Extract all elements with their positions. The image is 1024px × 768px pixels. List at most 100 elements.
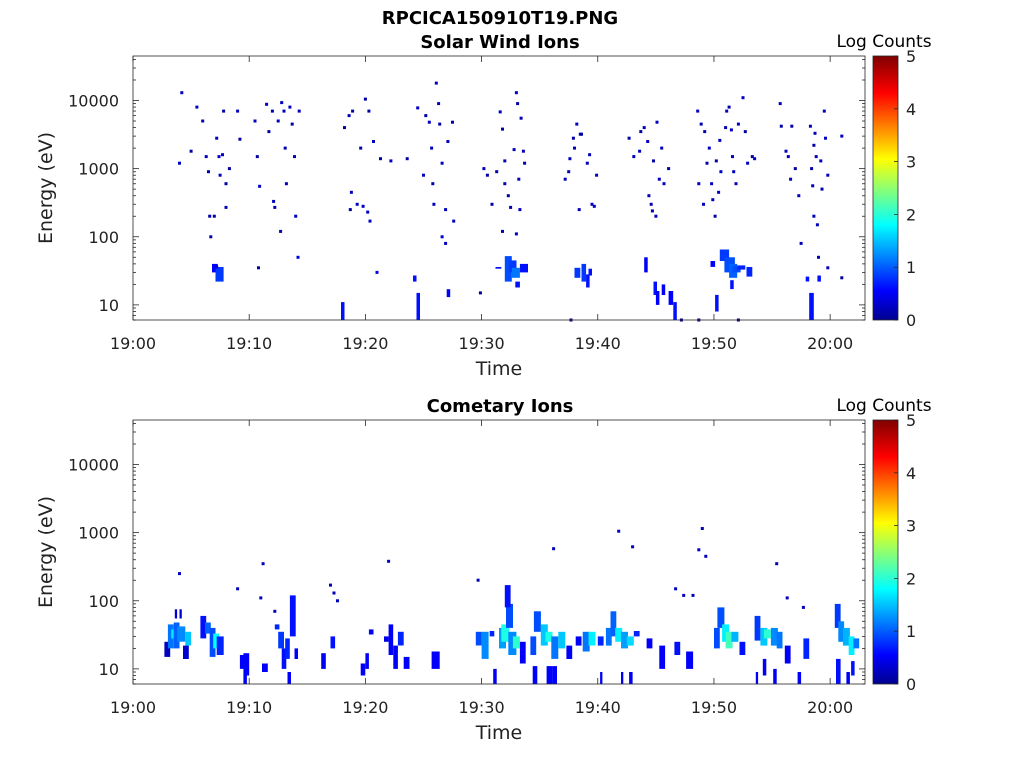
heatmap-cell (633, 631, 640, 637)
heatmap-point (195, 105, 199, 109)
heatmap-point (820, 187, 824, 191)
heatmap-point (734, 182, 738, 186)
heatmap-cell (770, 627, 778, 646)
colorbar-label-cometary: Log Counts (836, 396, 931, 416)
heatmap-point (812, 143, 816, 147)
heatmap-cell (717, 607, 725, 628)
heatmap-point (270, 109, 274, 113)
heatmap-point (178, 161, 181, 165)
heatmap-cell (776, 631, 783, 649)
y-axis-label-solar-wind: Energy (eV) (35, 132, 57, 244)
colorbar-gradient (872, 419, 899, 685)
heatmap-point (259, 596, 263, 600)
heatmap-point (361, 204, 365, 208)
colorbar-cometary: 0 1 2 3 4 5 (872, 411, 916, 694)
heatmap-cell (605, 627, 612, 646)
heatmap-cell (558, 631, 566, 649)
heatmap-cell (626, 636, 634, 646)
heatmap-point (476, 578, 480, 582)
heatmap-cell (243, 653, 250, 676)
heatmap-point (279, 229, 283, 233)
heatmap-cell (384, 636, 389, 642)
heatmap-point (819, 159, 823, 163)
heatmap-point (691, 593, 695, 597)
heatmap-point (438, 122, 442, 126)
heatmap-point (817, 255, 820, 259)
heatmap-cell (213, 633, 219, 649)
heatmap-cells-cometary (164, 527, 860, 684)
heatmap-point (729, 128, 733, 132)
axes-solar-wind: 19:00 19:10 19:20 19:30 19:40 19:50 20:00 10 100… (68, 55, 866, 353)
heatmap-cell (397, 631, 404, 646)
heatmap-cell (674, 641, 681, 655)
heatmap-cell (805, 276, 810, 282)
heatmap-cell (746, 267, 753, 277)
heatmap-cell (754, 615, 761, 641)
heatmap-point (375, 270, 379, 274)
heatmap-point (224, 182, 228, 186)
heatmap-point (424, 114, 428, 118)
heatmap-point (490, 202, 494, 206)
heatmap-point (261, 562, 265, 566)
heatmap-point (575, 122, 579, 126)
heatmap-point (814, 155, 818, 159)
heatmap-cell (836, 658, 841, 684)
heatmap-point (405, 157, 409, 161)
heatmap-cell (185, 631, 192, 646)
heatmap-cell (495, 267, 502, 269)
heatmap-cell (838, 621, 845, 642)
heatmap-point (697, 548, 701, 552)
heatmap-cell (504, 256, 512, 282)
heatmap-cell (278, 631, 284, 649)
heatmap-point (811, 184, 815, 188)
heatmap-point (280, 101, 284, 105)
heatmap-cell (817, 275, 821, 282)
heatmap-cell (173, 622, 180, 649)
heatmap-point (517, 177, 521, 181)
heatmap-point (204, 155, 208, 159)
panel-title-cometary: Cometary Ions (427, 396, 574, 417)
heatmap-cell (834, 603, 841, 628)
heatmap-point (178, 572, 181, 576)
figure-title: RPCICA150910T19.PNG (382, 8, 618, 29)
heatmap-point (736, 122, 740, 126)
heatmap-point (506, 194, 510, 198)
heatmap-cell (773, 668, 777, 684)
colorbar-tick-label: 0 (906, 675, 916, 694)
heatmap-point (297, 109, 301, 113)
heatmap-point (724, 126, 728, 130)
colorbar-label-solar-wind: Log Counts (836, 32, 931, 52)
heatmap-cell (803, 638, 810, 659)
heatmap-point (478, 291, 482, 295)
heatmap-point (440, 161, 444, 165)
heatmap-point (639, 130, 643, 134)
heatmap-point (588, 153, 592, 157)
heatmap-point (696, 109, 700, 113)
heatmap-cell (519, 263, 528, 273)
heatmap-point (209, 235, 213, 239)
heatmap-point (746, 161, 750, 165)
heatmap-point (430, 146, 434, 150)
heatmap-cell (209, 627, 216, 657)
heatmap-point (288, 105, 292, 109)
heatmap-point (711, 198, 715, 202)
heatmap-cell (597, 636, 604, 646)
heatmap-point (236, 109, 240, 113)
x-tick-label: 20:00 (807, 334, 853, 353)
heatmap-cell (644, 257, 648, 273)
heatmap-point (355, 202, 359, 206)
heatmap-point (501, 127, 504, 131)
heatmap-cell (552, 666, 557, 684)
heatmap-cell (287, 672, 291, 684)
heatmap-cell (545, 631, 553, 642)
plot-frame (132, 419, 866, 685)
heatmap-point (784, 149, 788, 153)
heatmap-cell (574, 267, 581, 278)
heatmap-point (349, 190, 353, 194)
heatmap-point (451, 120, 454, 124)
panel-solar-wind-ions: Solar Wind Ions Log Counts Energy (eV) T… (35, 32, 932, 380)
heatmap-cell (737, 265, 746, 270)
heatmap-cell (216, 636, 224, 655)
heatmap-point (667, 167, 671, 171)
heatmap-point (785, 596, 789, 600)
